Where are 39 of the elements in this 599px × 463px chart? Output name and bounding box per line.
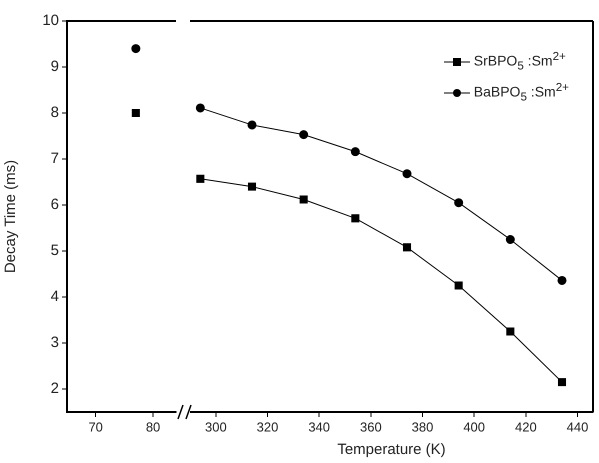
- point: [402, 243, 412, 252]
- y-tick-label: 10: [42, 12, 59, 30]
- x-tick-label: 340: [308, 419, 330, 434]
- point: [196, 174, 204, 183]
- point: [558, 276, 566, 285]
- y-tick-label: 7: [50, 150, 59, 168]
- x-axis-title: Temperature (K): [337, 441, 446, 458]
- y-tick-label: 4: [50, 288, 59, 306]
- point: [402, 169, 412, 178]
- point: [299, 130, 308, 140]
- x-tick-label: 320: [256, 419, 278, 434]
- point: [506, 327, 514, 336]
- point: [506, 235, 515, 244]
- x-tick-label: 80: [146, 419, 160, 434]
- point: [300, 195, 308, 204]
- y-tick-label: 2: [50, 380, 59, 398]
- x-tick-label: 300: [204, 419, 227, 434]
- y-tick-label: 9: [50, 58, 59, 76]
- point: [350, 147, 360, 156]
- x-tick-label: 440: [566, 419, 588, 434]
- y-tick-label: 8: [50, 104, 59, 122]
- point: [558, 378, 566, 386]
- legend-label: SrBPO$_{5}$ :Sm$^{2+}$: [474, 49, 566, 74]
- y-tick-label: 5: [50, 242, 59, 260]
- x-tick-label: 400: [463, 419, 486, 434]
- x-tick-label: 360: [360, 419, 382, 434]
- point: [454, 198, 464, 208]
- point: [454, 281, 463, 290]
- point: [351, 214, 360, 222]
- y-tick-label: 6: [50, 196, 59, 214]
- y-axis-title: Decay Time (ms): [2, 160, 20, 274]
- point: [248, 120, 256, 130]
- point: [196, 103, 205, 112]
- point: [248, 182, 256, 191]
- x-tick-label: 420: [514, 419, 537, 434]
- x-tick-label: 380: [412, 419, 434, 434]
- y-tick-label: 3: [50, 334, 59, 352]
- x-tick-label: 70: [88, 419, 103, 434]
- legend-label: BaBPO$_{5}$ :Sm$^{2+}$: [474, 80, 569, 106]
